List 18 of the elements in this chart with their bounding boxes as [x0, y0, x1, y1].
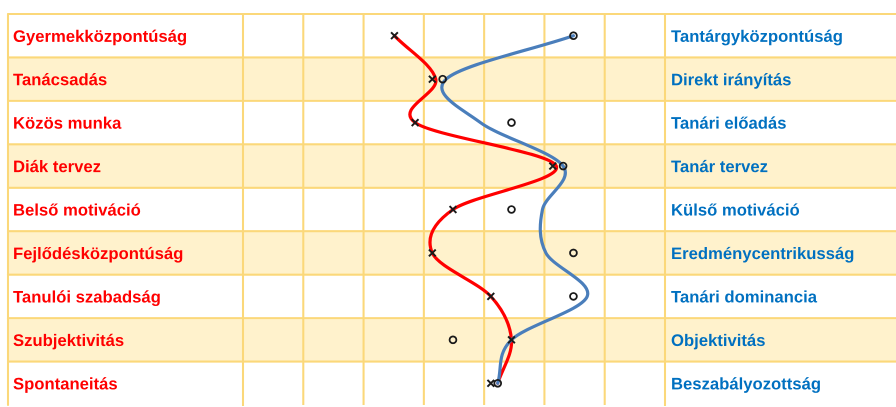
y2-tick-label: Direkt irányítás: [672, 73, 791, 89]
y-tick-label: Tanulói szabadság: [13, 290, 160, 306]
y2-tick-label: Külső motiváció: [672, 203, 800, 216]
y2-tick-label: Objektivitás: [672, 334, 765, 350]
y2-tick-label: Beszabályozottság: [672, 377, 820, 393]
y2-tick-label: Tanár tervez: [671, 160, 768, 172]
y-tick-label: Szubjektivitás: [13, 334, 124, 350]
y2-tick-label: Tanári előadás: [671, 116, 786, 129]
y2-tick-label: Tanári dominancia: [671, 290, 818, 303]
y-tick-label: Közös munka: [14, 116, 122, 129]
y-tick-label: Gyermekközpontúság: [14, 30, 186, 46]
y-tick-label: Belső motiváció: [14, 203, 140, 216]
y-tick-label: Spontaneitás: [13, 377, 117, 393]
y-tick-label: Fejlődésközpontúság: [14, 246, 182, 263]
y2-tick-label: Eredménycentrikusság: [672, 246, 854, 263]
y-tick-label: Diák tervez: [14, 160, 100, 172]
y-tick-label: Tanácsadás: [13, 72, 107, 86]
y2-tick-label: Tantárgyközpontúság: [671, 30, 842, 46]
